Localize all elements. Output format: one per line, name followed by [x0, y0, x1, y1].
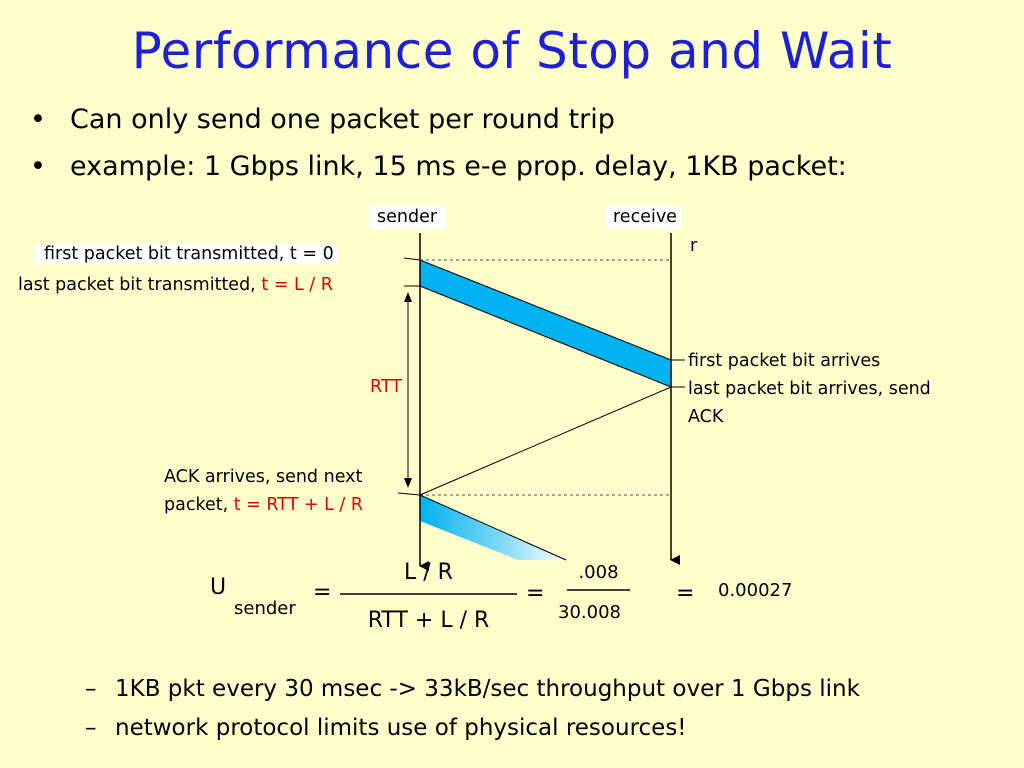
formula-den-value: 30.008: [558, 602, 621, 623]
formula-equals-2: =: [526, 581, 545, 606]
formula-numerator: L / R: [404, 560, 453, 585]
last-bit-transmitted-text: last packet bit transmitted,: [18, 275, 262, 295]
formula-denominator: RTT + L / R: [367, 608, 490, 633]
rtt-arrow-head-bottom: [404, 478, 412, 488]
bullet-1-text: Can only send one packet per round trip: [70, 104, 615, 135]
formula-u: U: [210, 575, 227, 600]
rtt-arrow-head-top: [404, 292, 412, 302]
subbullet-1: –1KB pkt every 30 msec -> 33kB/sec throu…: [85, 676, 860, 702]
bullet-2: • example: 1 Gbps link, 15 ms e-e prop. d…: [30, 151, 847, 182]
formula-num-value: .008: [578, 562, 619, 583]
ack-arrives-prefix: packet,: [164, 495, 234, 515]
first-bit-arrives-label: first packet bit arrives: [688, 351, 881, 371]
receiver-label-wrap: r: [690, 236, 698, 256]
formula-u-subscript: sender: [234, 598, 296, 619]
subbullet-1-text: 1KB pkt every 30 msec -> 33kB/sec throug…: [115, 676, 860, 702]
last-bit-arrives-label-line2: ACK: [688, 407, 724, 427]
ack-arrives-time: t = RTT + L / R: [233, 495, 364, 515]
bullet-2-text: example: 1 Gbps link, 15 ms e-e prop. de…: [70, 151, 847, 182]
bullet-1: • Can only send one packet per round trip: [30, 104, 615, 135]
first-bit-transmitted-label: first packet bit transmitted, t = 0: [34, 244, 338, 264]
receiver-label: receive: [605, 205, 681, 229]
bullet-glyph: •: [30, 104, 46, 135]
subbullet-2: – network protocol limits use of physical…: [85, 715, 687, 741]
subbullet-2-text: network protocol limits use of physical …: [115, 715, 687, 741]
rtt-label: RTT: [370, 377, 402, 397]
last-bit-transmitted-label: last packet bit transmitted, t = L / R: [18, 275, 333, 295]
formula-equals-1: =: [313, 580, 332, 605]
formula-result: 0.00027: [718, 580, 793, 601]
last-bit-arrives-label: last packet bit arrives, send: [688, 379, 931, 399]
leader-line: [403, 257, 421, 261]
last-bit-transmitted-time: t = L / R: [261, 275, 333, 295]
slide-title: Performance of Stop and Wait: [131, 22, 893, 80]
first-packet-shape: [419, 259, 672, 388]
bullet-glyph: •: [30, 151, 46, 182]
sender-label: sender: [369, 205, 446, 229]
second-packet-edge: [419, 494, 567, 561]
dash-glyph: –: [85, 676, 97, 702]
ack-line: [419, 386, 672, 496]
leader-line: [397, 492, 421, 496]
ack-arrives-label: ACK arrives, send next: [164, 467, 363, 487]
dash-glyph: –: [85, 715, 97, 741]
ack-arrives-label-line2: packet, t = RTT + L / R: [164, 495, 363, 515]
formula-equals-3: =: [676, 581, 695, 606]
